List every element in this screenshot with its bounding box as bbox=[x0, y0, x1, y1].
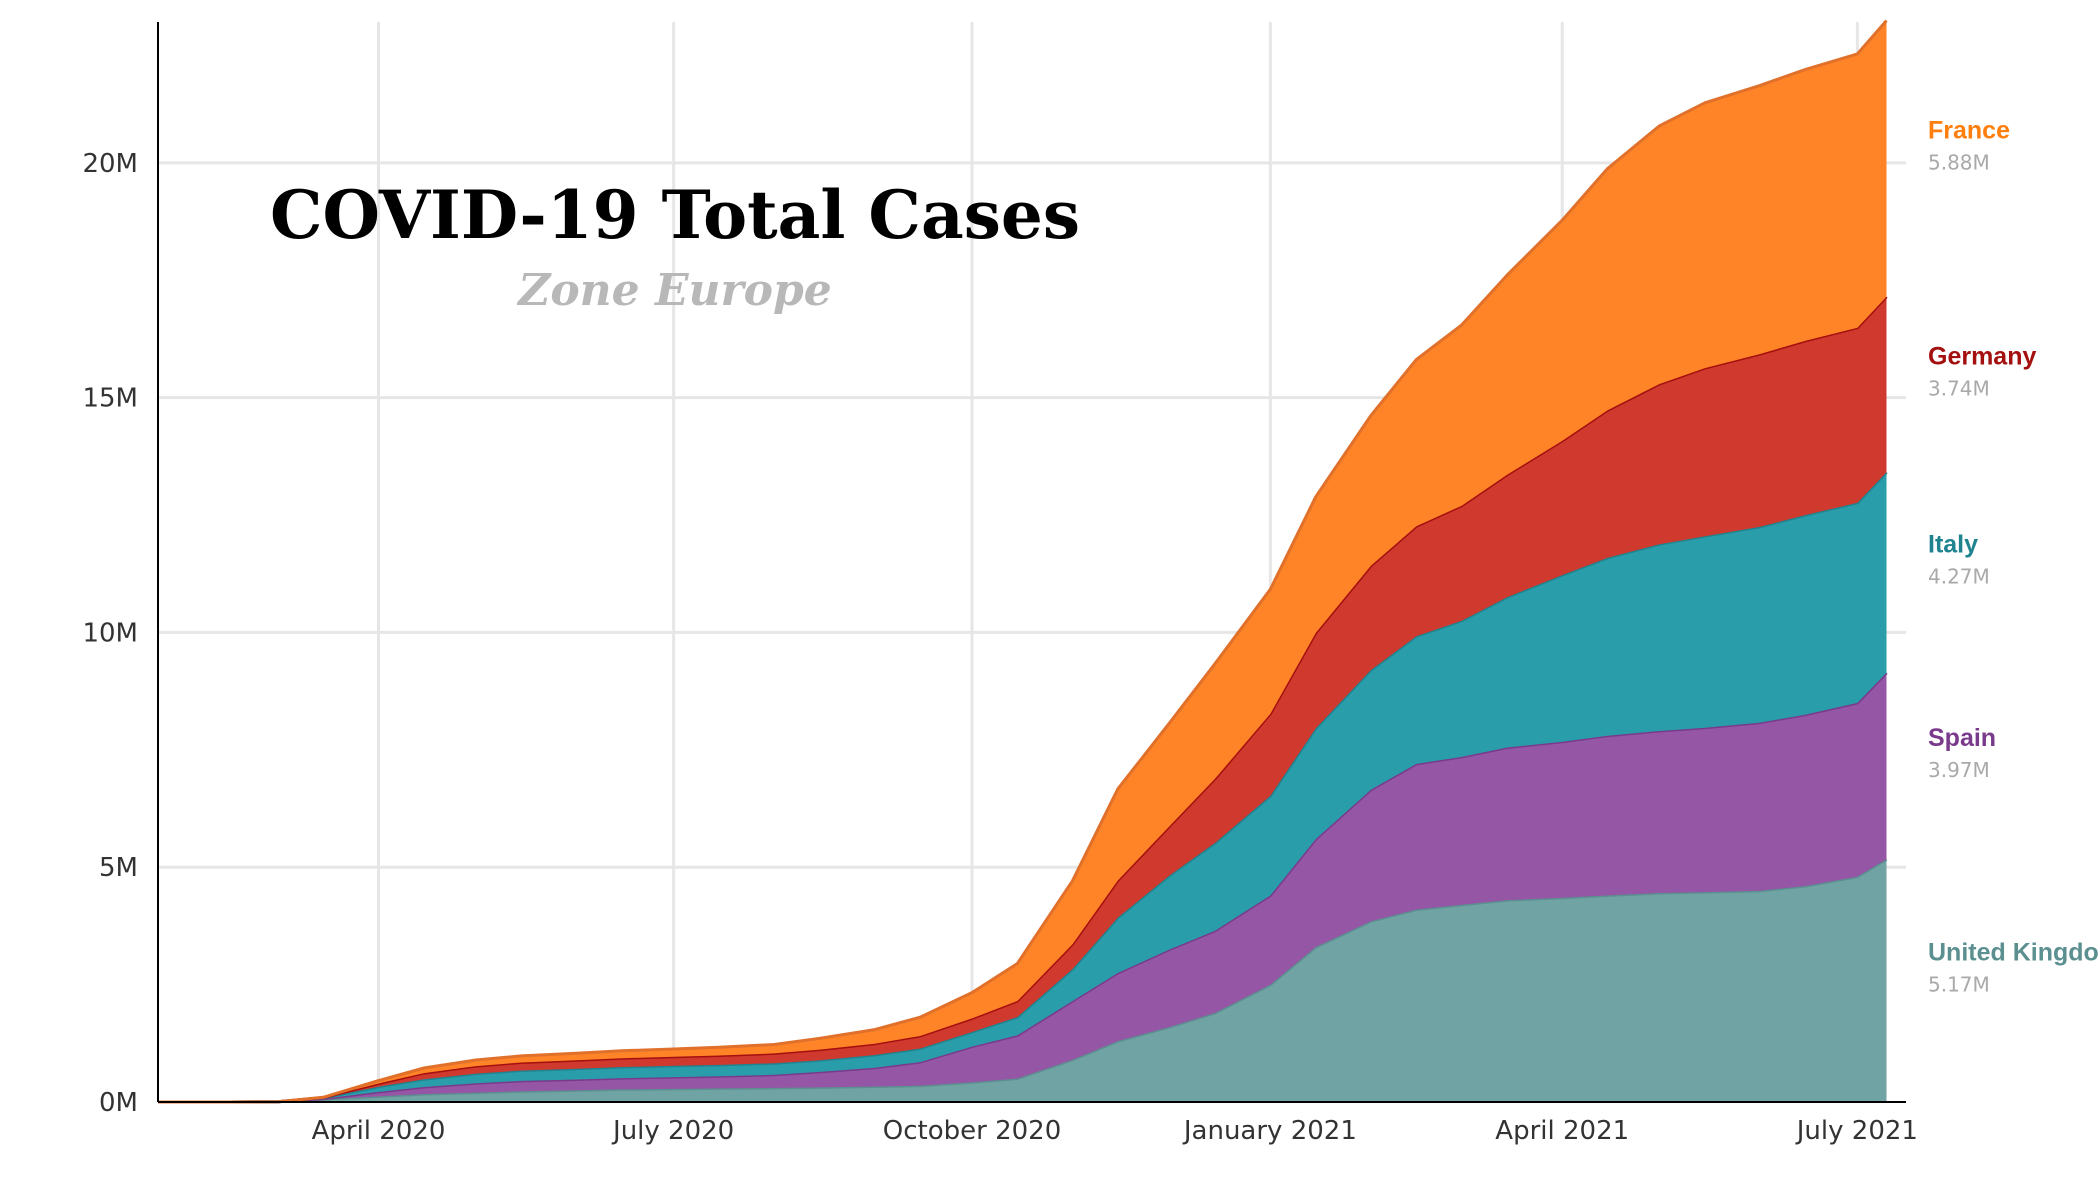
legend-value-germany: 3.74M bbox=[1928, 377, 1990, 401]
legend-value-spain: 3.97M bbox=[1928, 758, 1990, 782]
legend-value-united-kingdom: 5.17M bbox=[1928, 973, 1990, 997]
chart-subtitle: Zone Europe bbox=[516, 265, 832, 316]
area-united-kingdom bbox=[158, 859, 1887, 1102]
chart-title: COVID-19 Total Cases bbox=[270, 176, 1080, 254]
y-tick-label: 15M bbox=[82, 384, 138, 414]
legend-name-spain: Spain bbox=[1928, 724, 1996, 752]
area-germany bbox=[158, 296, 1887, 1102]
y-tick-label: 5M bbox=[99, 853, 138, 883]
legend-name-united-kingdom: United Kingdom bbox=[1928, 939, 2100, 967]
x-tick-label: July 2021 bbox=[1795, 1116, 1918, 1146]
x-tick-label: April 2020 bbox=[312, 1116, 446, 1146]
area-italy bbox=[158, 472, 1887, 1102]
x-tick-label: July 2020 bbox=[611, 1116, 734, 1146]
area-france bbox=[158, 20, 1887, 1103]
series-labels: United Kingdom 5.17M Spain 3.97M Italy 4.27M G… bbox=[1928, 117, 2100, 997]
x-tick-label: October 2020 bbox=[883, 1116, 1061, 1146]
legend-value-france: 5.88M bbox=[1928, 151, 1990, 175]
line-france bbox=[158, 19, 1888, 1104]
axes bbox=[157, 22, 1906, 1103]
area-series bbox=[158, 19, 1888, 1104]
legend-value-italy: 4.27M bbox=[1928, 565, 1990, 589]
y-tick-label: 0M bbox=[99, 1088, 138, 1118]
x-tick-label: January 2021 bbox=[1182, 1116, 1357, 1146]
legend-name-france: France bbox=[1928, 117, 2010, 145]
x-tick-label: April 2021 bbox=[1495, 1116, 1629, 1146]
title-block: COVID-19 Total Cases Zone Europe bbox=[270, 176, 1080, 316]
legend-name-germany: Germany bbox=[1928, 343, 2036, 371]
area-spain bbox=[158, 672, 1887, 1102]
legend-name-italy: Italy bbox=[1928, 531, 1978, 559]
y-tick-label: 20M bbox=[82, 149, 138, 179]
tick-labels: 0M 5M 10M 15M 20M April 2020 July 2020 October … bbox=[82, 149, 1917, 1146]
y-tick-label: 10M bbox=[82, 618, 138, 648]
